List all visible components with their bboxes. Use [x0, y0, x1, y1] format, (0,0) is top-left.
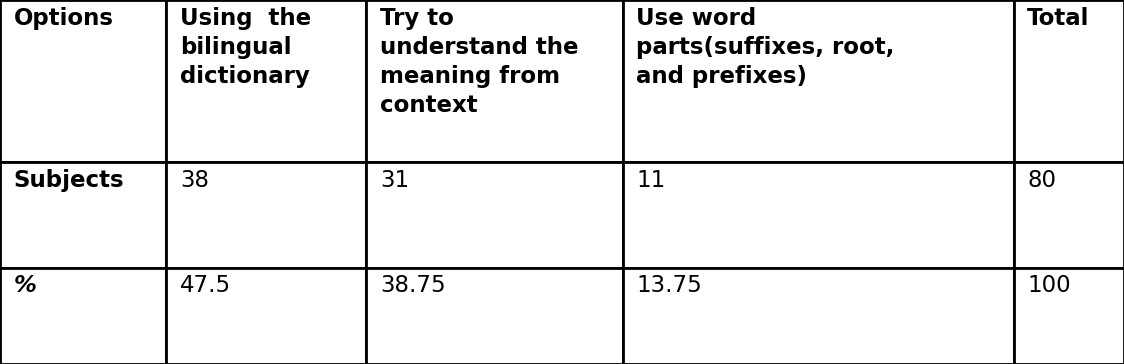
- Bar: [166, 162, 366, 268]
- Bar: [366, 162, 623, 268]
- Text: Subjects: Subjects: [13, 169, 124, 191]
- Text: 13.75: 13.75: [636, 274, 701, 297]
- Bar: [366, 268, 623, 364]
- Bar: [366, 0, 623, 162]
- Text: Use word
parts(suffixes, root,
and prefixes): Use word parts(suffixes, root, and prefi…: [636, 7, 895, 88]
- Text: %: %: [13, 274, 36, 297]
- Text: 11: 11: [636, 169, 665, 191]
- Text: 38.75: 38.75: [380, 274, 445, 297]
- Bar: [1014, 162, 1124, 268]
- Text: Using  the
bilingual
dictionary: Using the bilingual dictionary: [180, 7, 311, 88]
- Bar: [166, 268, 366, 364]
- Bar: [0, 0, 166, 162]
- Bar: [623, 162, 1014, 268]
- Bar: [623, 0, 1014, 162]
- Text: 31: 31: [380, 169, 409, 191]
- Text: 38: 38: [180, 169, 209, 191]
- Text: 80: 80: [1027, 169, 1057, 191]
- Text: Total: Total: [1027, 7, 1089, 29]
- Text: Try to
understand the
meaning from
context: Try to understand the meaning from conte…: [380, 7, 579, 118]
- Bar: [1014, 0, 1124, 162]
- Bar: [166, 0, 366, 162]
- Bar: [0, 268, 166, 364]
- Bar: [0, 162, 166, 268]
- Bar: [1014, 268, 1124, 364]
- Text: 100: 100: [1027, 274, 1071, 297]
- Text: Options: Options: [13, 7, 114, 29]
- Text: 47.5: 47.5: [180, 274, 230, 297]
- Bar: [623, 268, 1014, 364]
